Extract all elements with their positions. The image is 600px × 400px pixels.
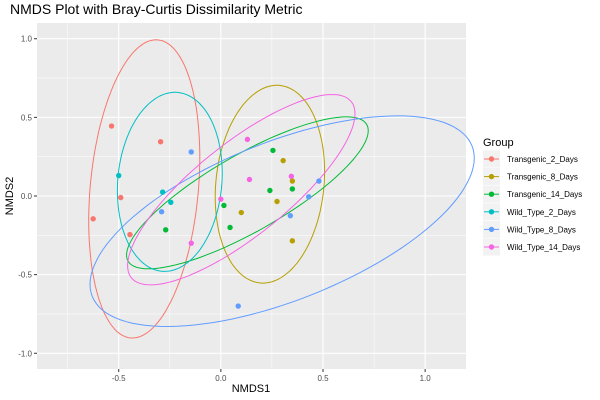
point-transgenic-14-days <box>227 224 233 231</box>
ellipse-wild-type-8-days <box>89 115 475 328</box>
legend-label: Wild_Type_2_Days <box>507 208 576 217</box>
legend-key-point <box>488 244 495 250</box>
point-transgenic-2-days <box>90 216 96 222</box>
legend-key-point <box>488 173 495 180</box>
y-tick-label: 0.0 <box>21 192 33 201</box>
point-transgenic-14-days <box>267 187 273 194</box>
point-wild-type-14-days <box>244 136 251 143</box>
ellipse-transgenic-14-days <box>126 116 369 270</box>
data-points <box>90 123 322 309</box>
x-tick-label: 1.0 <box>420 374 432 383</box>
y-tick-label: -0.5 <box>18 271 32 280</box>
point-wild-type-2-days <box>159 189 166 195</box>
y-tick-label: 0.5 <box>21 113 33 122</box>
ellipse-transgenic-8-days <box>214 84 326 284</box>
point-wild-type-2-days <box>116 172 122 179</box>
legend-label: Wild_Type_8_Days <box>507 225 576 234</box>
point-transgenic-8-days <box>289 178 296 184</box>
point-transgenic-8-days <box>289 238 296 244</box>
point-transgenic-2-days <box>108 123 115 129</box>
point-wild-type-8-days <box>188 149 194 155</box>
x-axis-title: NMDS1 <box>232 383 271 395</box>
point-wild-type-8-days <box>158 209 165 215</box>
ellipse-transgenic-2-days <box>88 39 201 339</box>
legend-key-point <box>488 156 495 162</box>
legend-title: Group <box>483 137 514 149</box>
ellipse-wild-type-2-days <box>116 91 223 272</box>
point-transgenic-2-days <box>157 139 164 145</box>
point-transgenic-8-days <box>238 209 244 216</box>
point-wild-type-2-days <box>168 199 174 205</box>
point-transgenic-8-days <box>280 157 286 164</box>
point-transgenic-2-days <box>118 194 124 201</box>
point-transgenic-14-days <box>163 227 169 233</box>
legend-key-point <box>488 226 495 233</box>
y-tick-label: 1.0 <box>21 35 33 44</box>
x-tick-label: 0.5 <box>317 374 329 383</box>
x-tick-label: 0.0 <box>215 374 227 383</box>
legend-label: Transgenic_14_Days <box>507 190 582 199</box>
point-transgenic-8-days <box>274 198 280 205</box>
point-wild-type-14-days <box>188 240 194 246</box>
point-wild-type-8-days <box>306 194 312 200</box>
point-wild-type-8-days <box>316 178 322 184</box>
legend-label: Transgenic_2_Days <box>507 155 578 164</box>
point-transgenic-14-days <box>221 202 227 209</box>
legend-label: Wild_Type_14_Days <box>507 243 580 252</box>
point-wild-type-8-days <box>287 212 294 219</box>
legend-label: Transgenic_8_Days <box>507 173 578 182</box>
point-transgenic-14-days <box>270 147 276 154</box>
point-transgenic-2-days <box>127 231 133 238</box>
chart-title: NMDS Plot with Bray-Curtis Dissimilarity… <box>10 1 302 17</box>
point-wild-type-8-days <box>235 303 241 309</box>
x-tick-label: -0.5 <box>112 374 126 383</box>
y-axis-title: NMDS2 <box>4 177 16 216</box>
point-wild-type-14-days <box>288 173 295 180</box>
axes: -0.5 0.0 0.5 1.0 -1.0 -0.5 0.0 0.5 1.0 <box>18 35 431 383</box>
point-wild-type-14-days <box>218 196 224 202</box>
point-wild-type-14-days <box>246 176 253 183</box>
confidence-ellipses <box>88 39 475 339</box>
legend-key-point <box>488 191 495 197</box>
legend: Group Transgenic_2_Days Transgenic_8_Days… <box>483 137 582 256</box>
ellipse-wild-type-14-days <box>127 94 356 286</box>
legend-key-point <box>488 209 495 215</box>
y-tick-label: -1.0 <box>18 349 32 358</box>
point-transgenic-14-days <box>289 186 296 192</box>
